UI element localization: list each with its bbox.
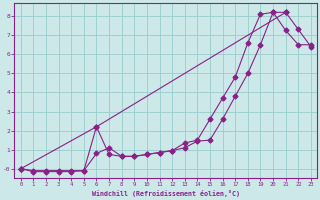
X-axis label: Windchill (Refroidissement éolien,°C): Windchill (Refroidissement éolien,°C): [92, 190, 240, 197]
